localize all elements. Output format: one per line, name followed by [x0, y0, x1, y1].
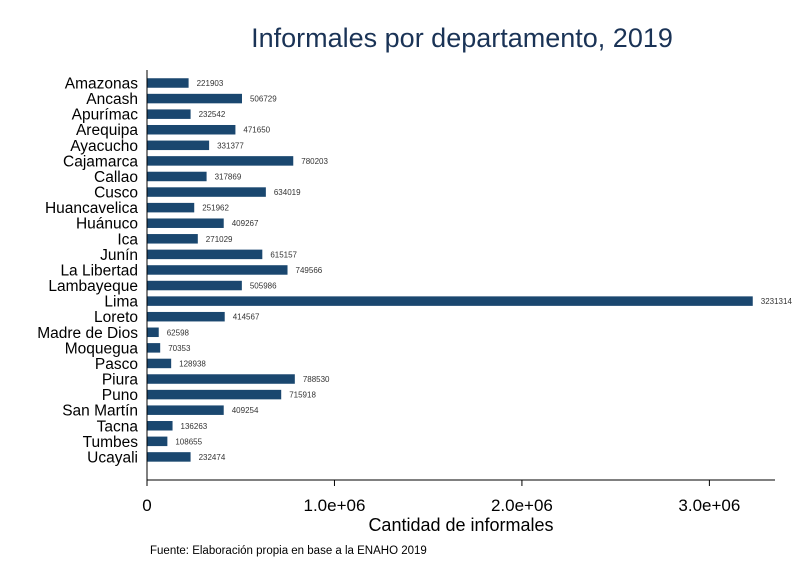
data-label: 70353: [168, 344, 191, 353]
x-tick-label: 2.0e+06: [491, 496, 553, 515]
bar: [147, 187, 266, 197]
category-label: San Martín: [62, 403, 138, 420]
bar: [147, 156, 294, 166]
data-label: 221903: [197, 79, 224, 88]
bar: [147, 249, 263, 260]
data-label: 505986: [250, 282, 277, 291]
category-label: Ayacucho: [70, 138, 138, 155]
bar: [147, 327, 159, 338]
category-label: Piura: [102, 372, 139, 389]
x-ticks-group: 0 1.0e+06 2.0e+06 3.0e+06: [142, 480, 740, 515]
data-label: 414567: [233, 313, 260, 322]
category-label: Huánuco: [76, 216, 138, 233]
category-label: Loreto: [94, 309, 138, 326]
bar: [147, 265, 288, 275]
category-label: Callao: [94, 169, 138, 186]
category-label: Tumbes: [83, 434, 139, 451]
data-label: 108655: [175, 437, 202, 446]
data-label: 62598: [167, 328, 190, 337]
bar: [147, 436, 168, 447]
data-label: 506729: [250, 95, 277, 104]
data-label: 409254: [232, 406, 259, 415]
bar: [147, 218, 224, 228]
bar: [147, 389, 282, 400]
category-label: Amazonas: [65, 76, 138, 93]
category-label: Madre de Dios: [37, 325, 138, 342]
bar: [147, 280, 242, 291]
data-label: 615157: [270, 250, 297, 259]
category-label: Apurímac: [72, 107, 139, 124]
bars-group: Amazonas 221903 Ancash 506729 Apurímac 232542…: [37, 76, 792, 467]
data-label: 331377: [217, 141, 244, 150]
category-label: Arequipa: [76, 122, 138, 139]
data-label: 749566: [296, 266, 323, 275]
x-tick-label: 0: [142, 496, 151, 515]
x-tick-label: 3.0e+06: [678, 496, 740, 515]
data-label: 715918: [289, 391, 316, 400]
category-label: Cusco: [94, 185, 138, 202]
category-label: La Libertad: [60, 262, 138, 279]
source-note: Fuente: Elaboración propia en base a la …: [150, 545, 427, 557]
bar: [147, 452, 191, 462]
bar: [147, 234, 198, 244]
bar: [147, 140, 210, 151]
x-axis-title: Cantidad de informales: [368, 515, 553, 535]
data-label: 634019: [274, 188, 301, 197]
category-label: Junín: [100, 247, 138, 264]
bar: [147, 296, 753, 306]
bar: [147, 358, 172, 369]
bar: [147, 109, 191, 119]
category-label: Ancash: [86, 91, 138, 108]
data-label: 271029: [206, 235, 233, 244]
bar: [147, 78, 189, 88]
category-label: Huancavelica: [45, 200, 138, 217]
data-label: 3231314: [761, 297, 793, 306]
bar: [147, 93, 242, 104]
category-label: Moquegua: [65, 340, 139, 357]
category-label: Pasco: [95, 356, 138, 373]
data-label: 251962: [202, 204, 229, 213]
data-label: 780203: [301, 157, 328, 166]
category-label: Cajamarca: [63, 153, 138, 170]
data-label: 471650: [243, 126, 270, 135]
bar: [147, 405, 224, 415]
category-label: Puno: [102, 387, 138, 404]
data-label: 317869: [215, 172, 242, 181]
category-label: Ucayali: [87, 449, 138, 466]
x-tick-label: 1.0e+06: [303, 496, 365, 515]
data-label: 128938: [179, 359, 206, 368]
category-label: Tacna: [97, 418, 139, 435]
bar: [147, 343, 161, 353]
data-label: 232542: [199, 110, 226, 119]
bar: [147, 311, 225, 322]
bar: [147, 202, 195, 213]
data-label: 788530: [303, 375, 330, 384]
category-label: Lima: [104, 294, 138, 311]
bar: [147, 171, 207, 182]
data-label: 232474: [199, 453, 226, 462]
category-label: Lambayeque: [48, 278, 138, 295]
bar: [147, 124, 236, 135]
bar: [147, 374, 295, 384]
bar: [147, 421, 173, 431]
chart-title: Informales por departamento, 2019: [251, 23, 673, 53]
category-label: Ica: [117, 231, 138, 248]
data-label: 409267: [232, 219, 259, 228]
data-label: 136263: [181, 422, 208, 431]
